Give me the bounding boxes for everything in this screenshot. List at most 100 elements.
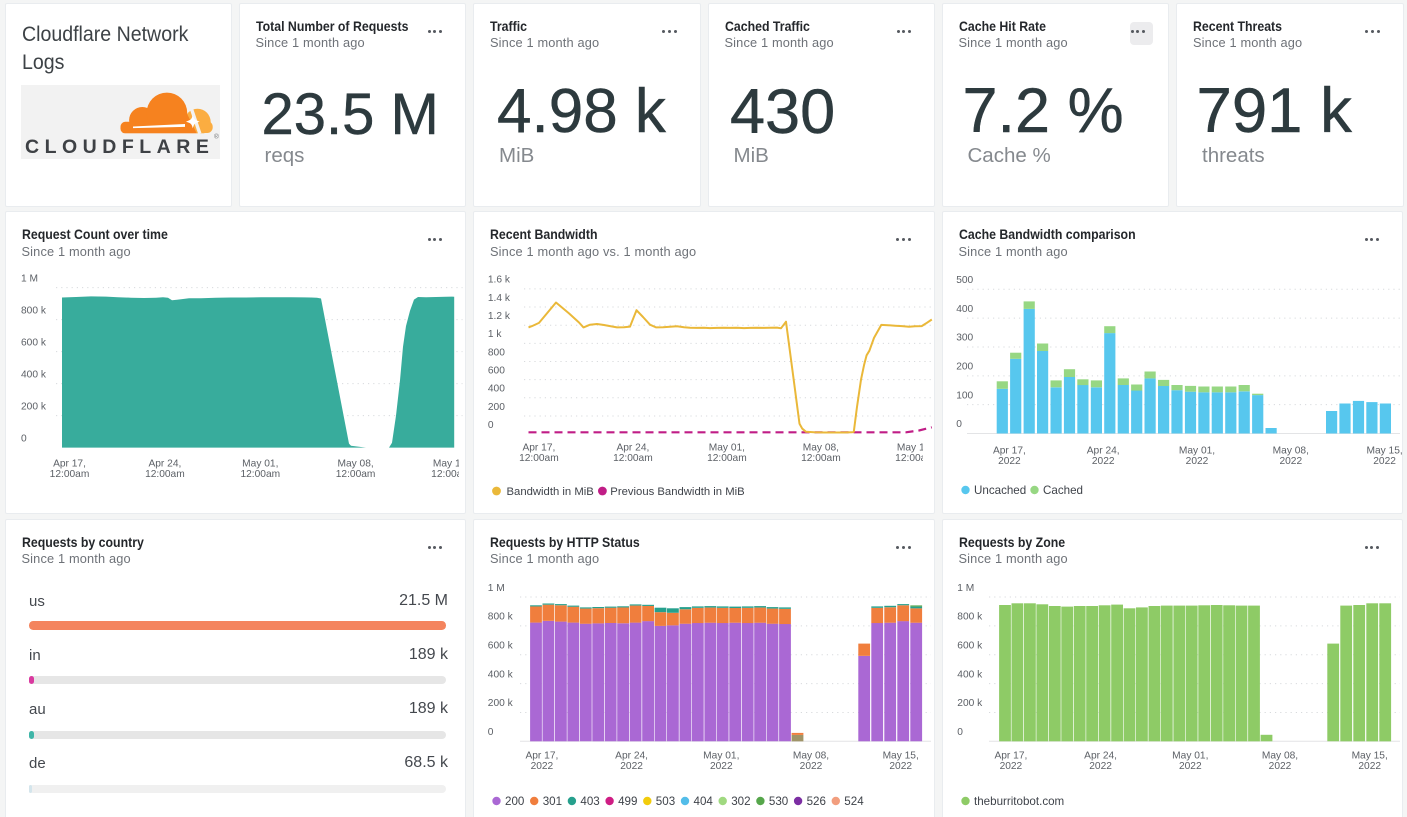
svg-text:200: 200 (505, 795, 524, 808)
svg-text:2022: 2022 (620, 761, 643, 772)
svg-text:May 08,: May 08, (1272, 446, 1308, 457)
svg-text:403: 403 (580, 795, 599, 808)
svg-text:200: 200 (956, 362, 973, 373)
svg-text:2022: 2022 (1268, 761, 1291, 772)
svg-text:May 15,: May 15, (432, 459, 464, 470)
svg-text:12:00am: 12:00am (895, 453, 933, 464)
svg-text:503: 503 (656, 795, 675, 808)
svg-text:12:00am: 12:00am (613, 453, 653, 464)
svg-text:®: ® (214, 132, 219, 140)
svg-text:600 k: 600 k (957, 640, 983, 651)
svg-text:Apr 17,: Apr 17, (992, 446, 1025, 457)
svg-text:2022: 2022 (1185, 456, 1208, 467)
svg-text:0: 0 (956, 419, 962, 430)
svg-text:Apr 24,: Apr 24, (1084, 750, 1117, 761)
svg-text:May 15,: May 15, (897, 442, 933, 453)
svg-text:400 k: 400 k (488, 669, 514, 680)
svg-text:302: 302 (731, 795, 750, 808)
svg-text:May 08,: May 08, (793, 750, 829, 761)
svg-text:0: 0 (488, 420, 494, 431)
svg-text:Apr 24,: Apr 24, (615, 750, 648, 761)
svg-text:Apr 17,: Apr 17, (53, 459, 86, 470)
svg-text:301: 301 (543, 795, 562, 808)
svg-text:800 k: 800 k (957, 611, 983, 622)
svg-text:1.4 k: 1.4 k (488, 293, 511, 304)
svg-text:12:00am: 12:00am (335, 469, 375, 480)
svg-text:0: 0 (957, 727, 963, 738)
svg-text:100: 100 (956, 390, 973, 401)
svg-text:12:00am: 12:00am (707, 453, 747, 464)
svg-text:526: 526 (807, 795, 826, 808)
svg-text:200: 200 (488, 402, 505, 413)
svg-text:2022: 2022 (1279, 456, 1302, 467)
svg-text:400 k: 400 k (21, 369, 47, 380)
svg-text:Uncached: Uncached (974, 484, 1026, 497)
svg-text:2022: 2022 (998, 456, 1021, 467)
svg-text:400: 400 (488, 384, 505, 395)
svg-text:2022: 2022 (800, 761, 823, 772)
svg-text:2022: 2022 (1178, 761, 1201, 772)
svg-text:1.6 k: 1.6 k (488, 275, 511, 286)
svg-text:2022: 2022 (710, 761, 733, 772)
svg-text:1.2 k: 1.2 k (488, 311, 511, 322)
svg-text:404: 404 (694, 795, 714, 808)
svg-text:12:00am: 12:00am (431, 469, 465, 480)
svg-text:May 01,: May 01, (1178, 446, 1214, 457)
svg-text:Bandwidth in MiB: Bandwidth in MiB (507, 486, 594, 498)
svg-text:Apr 24,: Apr 24, (1086, 446, 1119, 457)
svg-text:May 08,: May 08, (337, 459, 373, 470)
svg-text:600: 600 (488, 365, 505, 376)
svg-text:12:00am: 12:00am (519, 453, 559, 464)
svg-text:CLOUDFLARE: CLOUDFLARE (25, 136, 214, 158)
svg-text:800: 800 (488, 347, 505, 358)
svg-text:12:00am: 12:00am (145, 469, 185, 480)
svg-text:500: 500 (956, 275, 973, 286)
svg-text:2022: 2022 (889, 761, 912, 772)
svg-text:400: 400 (956, 304, 973, 315)
svg-text:Previous Bandwidth in MiB: Previous Bandwidth in MiB (610, 486, 744, 498)
svg-text:800 k: 800 k (21, 305, 47, 316)
svg-text:2022: 2022 (1091, 456, 1114, 467)
svg-text:524: 524 (844, 795, 864, 808)
svg-text:May 01,: May 01, (709, 442, 745, 453)
svg-text:12:00am: 12:00am (240, 469, 280, 480)
svg-text:Apr 17,: Apr 17, (525, 750, 558, 761)
svg-text:2022: 2022 (1373, 456, 1396, 467)
svg-text:theburritobot.com: theburritobot.com (974, 795, 1064, 808)
svg-text:Apr 24,: Apr 24, (616, 442, 649, 453)
svg-text:0: 0 (488, 727, 494, 738)
svg-text:600 k: 600 k (488, 640, 514, 651)
svg-text:May 08,: May 08, (1261, 750, 1297, 761)
svg-text:530: 530 (769, 795, 788, 808)
svg-text:12:00am: 12:00am (49, 469, 89, 480)
svg-text:600 k: 600 k (21, 337, 47, 348)
svg-text:Apr 17,: Apr 17, (522, 442, 555, 453)
svg-text:May 08,: May 08, (803, 442, 839, 453)
svg-text:2022: 2022 (999, 761, 1022, 772)
svg-text:0: 0 (21, 433, 27, 444)
svg-text:1 M: 1 M (488, 582, 505, 593)
svg-text:200 k: 200 k (957, 698, 983, 709)
svg-text:2022: 2022 (1089, 761, 1112, 772)
svg-text:1 M: 1 M (21, 273, 38, 284)
svg-text:400 k: 400 k (957, 669, 983, 680)
svg-text:200 k: 200 k (21, 401, 47, 412)
svg-text:200 k: 200 k (488, 698, 514, 709)
svg-text:May 15,: May 15, (1351, 750, 1387, 761)
svg-text:Apr 24,: Apr 24, (148, 459, 181, 470)
svg-text:Cached: Cached (1043, 484, 1083, 497)
svg-text:1 M: 1 M (957, 582, 974, 593)
svg-text:499: 499 (618, 795, 637, 808)
svg-text:May 15,: May 15, (1366, 446, 1402, 457)
svg-text:2022: 2022 (1358, 761, 1381, 772)
svg-text:300: 300 (956, 333, 973, 344)
svg-text:May 01,: May 01, (242, 459, 278, 470)
svg-text:Apr 17,: Apr 17, (994, 750, 1027, 761)
svg-text:12:00am: 12:00am (801, 453, 841, 464)
svg-text:2022: 2022 (531, 761, 554, 772)
svg-text:May 01,: May 01, (1172, 750, 1208, 761)
svg-text:May 15,: May 15, (883, 750, 919, 761)
svg-text:800 k: 800 k (488, 611, 514, 622)
svg-text:1 k: 1 k (488, 329, 502, 340)
svg-text:May 01,: May 01, (703, 750, 739, 761)
